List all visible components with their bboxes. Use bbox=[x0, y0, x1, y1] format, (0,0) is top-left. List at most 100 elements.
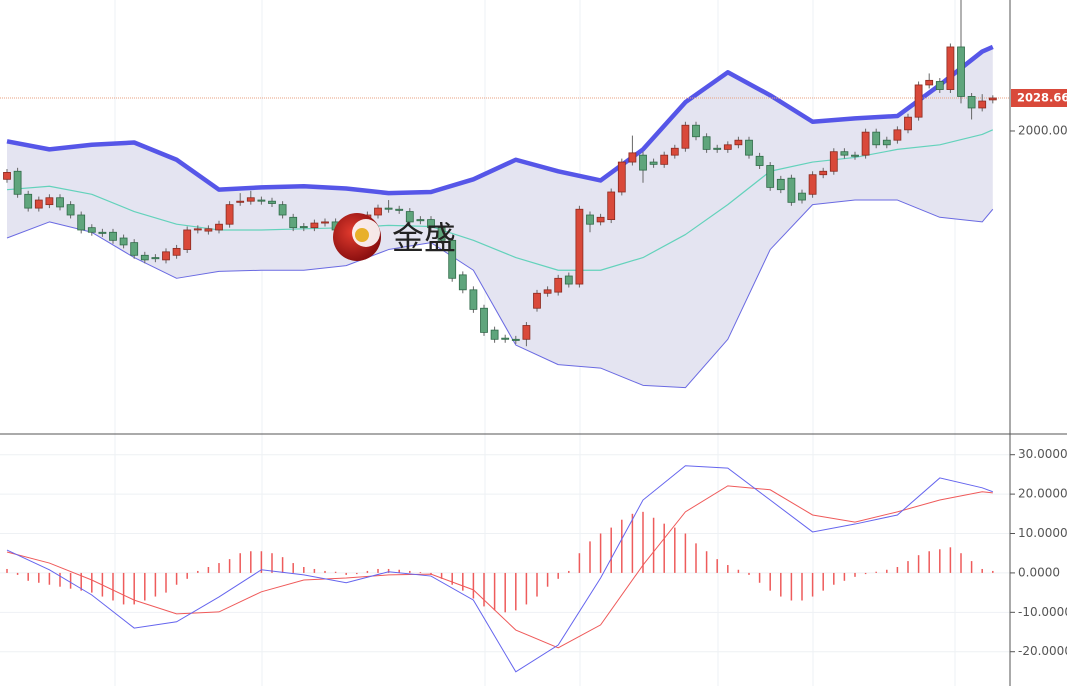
histogram-bar bbox=[409, 570, 411, 573]
histogram-bar bbox=[674, 527, 676, 573]
candle-body bbox=[660, 154, 669, 165]
candle-body bbox=[3, 172, 11, 180]
histogram-bar bbox=[387, 568, 390, 573]
candle-body bbox=[798, 192, 806, 201]
histogram-bar bbox=[663, 523, 665, 573]
histogram-bar bbox=[419, 572, 422, 573]
candle-body bbox=[501, 337, 510, 340]
candle-body bbox=[670, 147, 679, 156]
candle-body bbox=[225, 204, 234, 225]
candle-body bbox=[649, 161, 658, 165]
candle-body bbox=[437, 227, 446, 241]
histogram-bar bbox=[112, 572, 114, 601]
macd-line bbox=[6, 465, 993, 673]
candle-body bbox=[882, 139, 891, 146]
candle-body bbox=[946, 46, 955, 90]
histogram-bar bbox=[854, 572, 856, 577]
candle-body bbox=[723, 144, 732, 150]
histogram-bar bbox=[144, 572, 146, 601]
candle-body bbox=[639, 154, 647, 171]
candle-body bbox=[861, 131, 870, 156]
candle-body bbox=[978, 100, 987, 109]
histogram-bar bbox=[38, 572, 40, 583]
candle-body bbox=[713, 147, 722, 150]
candle-body bbox=[405, 211, 414, 223]
histogram-bar bbox=[133, 572, 135, 605]
histogram-bar bbox=[472, 572, 475, 599]
histogram-bar bbox=[599, 533, 602, 573]
candle-body bbox=[193, 228, 202, 231]
histogram-bar bbox=[939, 549, 941, 573]
y-tick-label: 0.0000 bbox=[1018, 565, 1060, 579]
candle-body bbox=[554, 277, 563, 293]
candle-body bbox=[236, 200, 245, 203]
last-price-box bbox=[1011, 88, 1067, 107]
candle-body bbox=[829, 151, 838, 172]
histogram-bar bbox=[896, 567, 899, 573]
histogram-bar bbox=[91, 572, 93, 593]
histogram-bar bbox=[801, 572, 803, 601]
candle-body bbox=[596, 216, 605, 223]
candle-body bbox=[299, 226, 308, 229]
histogram-bar bbox=[6, 568, 8, 573]
histogram-bar bbox=[610, 527, 612, 573]
candle-body bbox=[967, 96, 976, 109]
candle-body bbox=[416, 219, 425, 222]
histogram-bar bbox=[69, 572, 72, 589]
candle-body bbox=[34, 199, 43, 209]
histogram-bar bbox=[748, 572, 750, 575]
logo: 金盛 bbox=[333, 213, 456, 261]
candle-body bbox=[935, 81, 944, 90]
histogram-bar bbox=[970, 561, 973, 573]
candle-body bbox=[692, 124, 700, 138]
bollinger-lower bbox=[6, 199, 994, 389]
histogram-bar bbox=[960, 553, 962, 573]
candle-body bbox=[702, 136, 711, 150]
watermark: 金盛 bbox=[392, 219, 456, 257]
candle-body bbox=[851, 154, 859, 157]
candle-body bbox=[511, 338, 520, 341]
candle-body bbox=[77, 214, 86, 231]
histogram-bar bbox=[822, 572, 824, 591]
price-panel bbox=[0, 0, 1010, 389]
histogram-bar bbox=[398, 569, 400, 573]
histogram-bar bbox=[313, 568, 316, 573]
histogram-bar bbox=[769, 572, 771, 591]
histogram-bar bbox=[165, 572, 167, 593]
candle-body bbox=[66, 204, 75, 216]
candle-body bbox=[808, 174, 817, 195]
histogram-bar bbox=[303, 567, 305, 573]
histogram-bar bbox=[642, 511, 644, 573]
candle-body bbox=[130, 242, 139, 256]
candle-body bbox=[56, 197, 64, 208]
candle-body bbox=[840, 151, 849, 156]
histogram-bar bbox=[525, 572, 528, 605]
histogram-bar bbox=[705, 551, 708, 573]
histogram-bar bbox=[292, 563, 294, 573]
candle-body bbox=[119, 237, 128, 246]
candle-body bbox=[755, 155, 764, 166]
histogram-bar bbox=[568, 570, 570, 573]
candle-body bbox=[172, 247, 181, 256]
candle-body bbox=[787, 177, 796, 203]
candle-body bbox=[617, 161, 626, 193]
histogram-bar bbox=[875, 571, 877, 573]
candle-body bbox=[490, 329, 499, 340]
histogram-bar bbox=[366, 570, 369, 573]
candle-body bbox=[395, 208, 404, 211]
histogram-bar bbox=[260, 551, 263, 573]
histogram-bar bbox=[684, 533, 687, 573]
candle-body bbox=[628, 152, 637, 163]
candle-body bbox=[87, 227, 96, 233]
histogram-bar bbox=[356, 572, 358, 575]
y-tick-label: 2000.00 bbox=[1018, 123, 1067, 137]
candle-body bbox=[480, 307, 488, 333]
histogram-bar bbox=[790, 572, 793, 601]
histogram-bar bbox=[536, 572, 538, 597]
histogram-bar bbox=[451, 572, 453, 585]
candle-body bbox=[745, 139, 753, 156]
candle-body bbox=[427, 219, 435, 229]
last-price-label: 2028.66 bbox=[1017, 90, 1067, 104]
histogram-bar bbox=[462, 572, 464, 591]
candle-body bbox=[246, 197, 255, 202]
